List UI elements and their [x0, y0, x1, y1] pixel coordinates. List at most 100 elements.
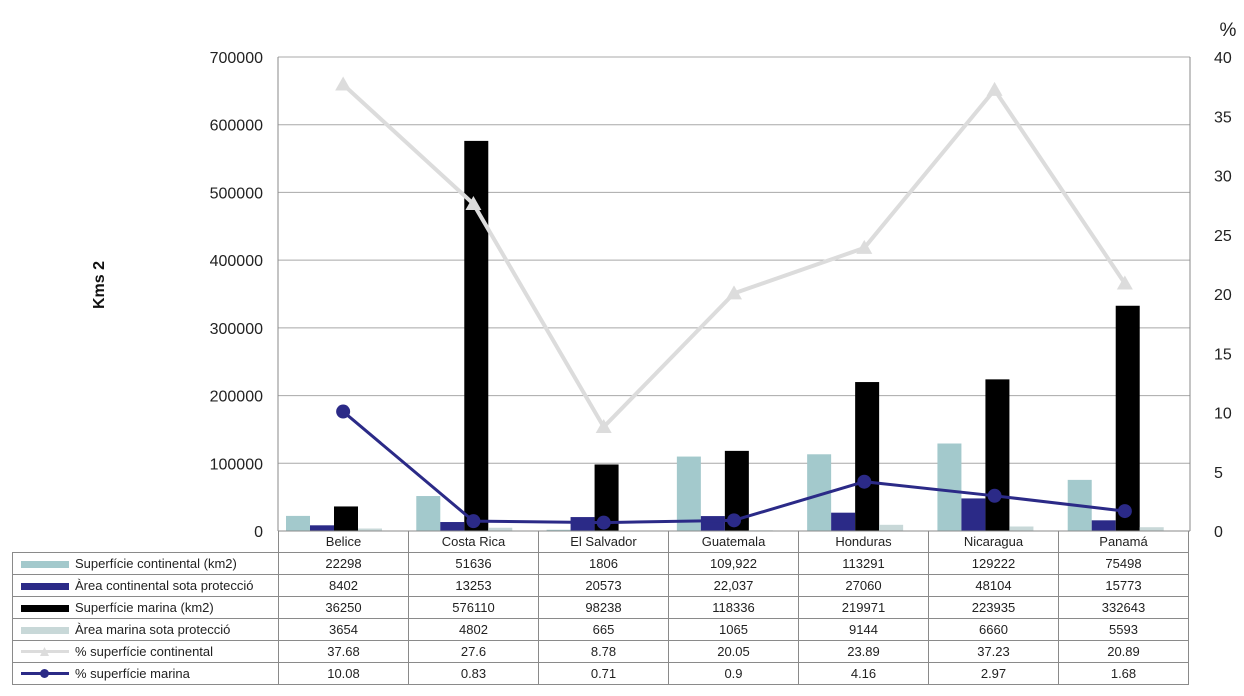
table-row: Superfície continental (km2) 22298 51636 18…: [12, 552, 1189, 575]
table-header-row: Belice Costa Rica El Salvador Guatemala Hond…: [13, 531, 1189, 553]
legend-label: % superfície marina: [75, 666, 190, 682]
table-cell: 118336: [668, 596, 799, 619]
legend-label: Superfície continental (km2): [75, 556, 237, 572]
category-label: Guatemala: [668, 531, 799, 553]
y2-tick-label: 10: [1214, 406, 1232, 423]
data-point: [596, 515, 611, 530]
data-point: [465, 195, 482, 210]
table-cell: 1065: [668, 618, 799, 641]
category-label: Honduras: [798, 531, 929, 553]
data-point: [856, 239, 873, 254]
table-cell: 109,922: [668, 552, 799, 575]
table-cell: 332643: [1058, 596, 1189, 619]
y-axis-label: Kms 2: [91, 261, 108, 309]
data-point: [986, 81, 1003, 96]
data-point: [1117, 504, 1132, 519]
gridlines: [278, 56, 1190, 532]
bar: [1091, 520, 1116, 531]
legend-label: Àrea marina sota protecció: [75, 622, 231, 638]
table-cell: 15773: [1058, 574, 1189, 597]
table-cell: 51636: [408, 552, 539, 575]
data-point: [466, 514, 481, 529]
table-cell: 23.89: [798, 640, 929, 663]
category-label: Panamá: [1058, 531, 1189, 553]
bar: [1139, 527, 1164, 531]
y2-tick-label: 25: [1214, 228, 1232, 245]
y-tick-label: 500000: [210, 185, 263, 202]
table-cell: 8402: [278, 574, 409, 597]
data-point: [336, 404, 351, 419]
y2-tick-label: 5: [1214, 465, 1223, 482]
data-point: [1116, 275, 1133, 290]
y-tick-label: 600000: [210, 118, 263, 135]
table-cell: 27060: [798, 574, 929, 597]
legend-entry: Àrea continental sota protecció: [12, 574, 279, 597]
table-cell: 22,037: [668, 574, 799, 597]
legend-label: Àrea continental sota protecció: [75, 578, 254, 594]
table-cell: 2.97: [928, 662, 1059, 685]
category-label: Belice: [278, 531, 409, 553]
y2-tick-label: 0: [1214, 524, 1223, 541]
table-cell: 20.05: [668, 640, 799, 663]
y-tick-labels: 700000 600000 500000 400000 300000 200000 1000…: [210, 50, 263, 541]
table-cell: 0.83: [408, 662, 539, 685]
bar: [1115, 305, 1140, 531]
bar: [1009, 526, 1034, 531]
table-cell: 0.9: [668, 662, 799, 685]
table-cell: 37.68: [278, 640, 409, 663]
data-point: [595, 418, 612, 433]
legend-entry: % superfície marina: [12, 662, 279, 685]
legend-entry: Superfície marina (km2): [12, 596, 279, 619]
bar: [286, 515, 310, 531]
table-cell: 10.08: [278, 662, 409, 685]
y2-axis-label: %: [1220, 20, 1237, 41]
bar: [700, 516, 725, 531]
data-point: [857, 474, 872, 489]
legend-entry: % superfície continental: [12, 640, 279, 663]
table-row: % superfície continental 37.68 27.6 8.78 20.…: [12, 640, 1189, 663]
bar: [358, 528, 382, 531]
table-cell: 219971: [798, 596, 929, 619]
table-row: Àrea marina sota protecció 3654 4802 665 106…: [12, 618, 1189, 641]
bar: [985, 379, 1010, 531]
bar: [440, 522, 465, 531]
bar: [546, 529, 571, 531]
data-point: [987, 488, 1002, 503]
table-cell: 20.89: [1058, 640, 1189, 663]
table-cell: 13253: [408, 574, 539, 597]
data-point: [335, 76, 352, 91]
bar: [570, 517, 595, 531]
category-label: Nicaragua: [928, 531, 1059, 553]
lines: [335, 76, 1133, 530]
table-cell: 9144: [798, 618, 929, 641]
table-cell: 113291: [798, 552, 929, 575]
legend-swatch: [21, 560, 69, 568]
data-point: [726, 285, 742, 300]
data-point: [727, 513, 741, 528]
table-cell: 1.68: [1058, 662, 1189, 685]
table-cell: 5593: [1058, 618, 1189, 641]
table-cell: 75498: [1058, 552, 1189, 575]
table-row: % superfície marina 10.08 0.83 0.71 0.9 4.16 2…: [12, 662, 1189, 685]
table-cell: 20573: [538, 574, 669, 597]
legend-swatch: [21, 626, 69, 634]
y-tick-label: 0: [254, 524, 263, 541]
category-label: Costa Rica: [408, 531, 539, 553]
table-cell: 129222: [928, 552, 1059, 575]
table-cell: 665: [538, 618, 669, 641]
y2-tick-label: 15: [1214, 346, 1232, 363]
y2-tick-label: 35: [1214, 109, 1232, 126]
legend-swatch: [21, 646, 69, 658]
bar: [831, 512, 856, 531]
y2-tick-label: 20: [1214, 287, 1232, 304]
table-cell: 36250: [278, 596, 409, 619]
table-row: Àrea continental sota protecció 8402 13253…: [12, 574, 1189, 597]
table-cell: 22298: [278, 552, 409, 575]
bars: [286, 140, 1164, 531]
table-cell: 27.6: [408, 640, 539, 663]
bar: [855, 382, 880, 531]
bar: [937, 443, 962, 531]
table-cell: 98238: [538, 596, 669, 619]
table-cell: 0.71: [538, 662, 669, 685]
